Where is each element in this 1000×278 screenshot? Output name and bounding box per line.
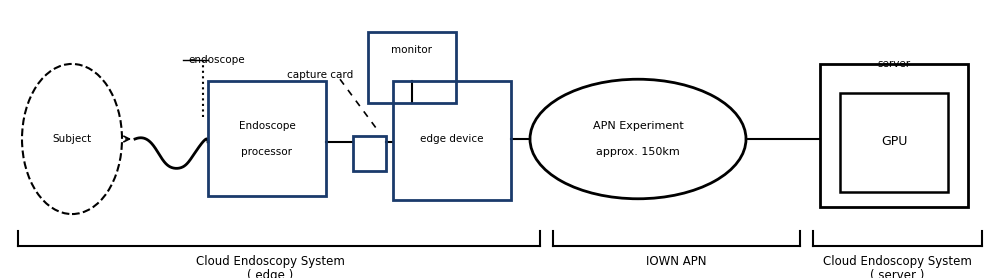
Text: server: server (877, 59, 911, 69)
Text: edge device: edge device (420, 134, 484, 144)
Text: approx. 150km: approx. 150km (596, 147, 680, 157)
Text: capture card: capture card (287, 70, 353, 80)
Text: ( edge ): ( edge ) (247, 269, 293, 278)
Text: endoscope: endoscope (188, 55, 245, 65)
Text: Subject: Subject (52, 134, 92, 144)
Text: Cloud Endoscopy System: Cloud Endoscopy System (823, 255, 971, 268)
Text: IOWN APN: IOWN APN (646, 255, 706, 268)
Text: monitor: monitor (392, 45, 432, 55)
Text: Cloud Endoscopy System: Cloud Endoscopy System (196, 255, 344, 268)
Text: APN Experiment: APN Experiment (593, 121, 683, 131)
Text: Endoscope: Endoscope (239, 121, 295, 131)
Text: processor: processor (242, 147, 292, 157)
Text: GPU: GPU (881, 135, 907, 148)
Text: ( server ): ( server ) (870, 269, 924, 278)
